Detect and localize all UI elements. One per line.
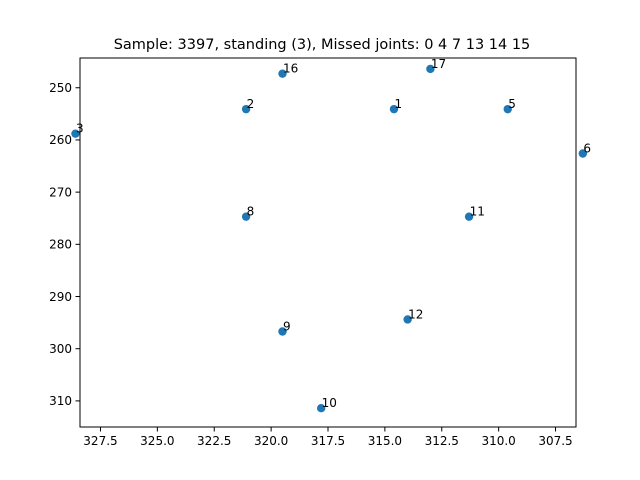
point-label-16: 16 (283, 62, 298, 76)
data-point-3 (71, 129, 80, 138)
y-tick-label: 310 (49, 394, 72, 408)
point-label-17: 17 (431, 57, 446, 71)
y-tick-label: 260 (49, 133, 72, 147)
x-tick-label: 307.5 (538, 434, 572, 448)
point-label-1: 1 (394, 97, 402, 111)
chart-title: Sample: 3397, standing (3), Missed joint… (114, 37, 531, 53)
data-point-11 (464, 212, 474, 221)
x-tick-label: 325.0 (140, 434, 174, 448)
data-point-17 (426, 64, 435, 74)
y-tick-label: 270 (49, 185, 72, 199)
x-tick-label: 315.0 (368, 434, 402, 448)
point-label-2: 2 (247, 97, 255, 111)
x-tick-label: 320.0 (254, 434, 288, 448)
y-tick-label: 250 (49, 81, 72, 95)
data-point-5 (503, 104, 512, 114)
point-label-10: 10 (322, 396, 337, 410)
y-axis: 250 260 270 280 290 300 310 (49, 81, 80, 408)
data-point-6 (578, 149, 588, 158)
data-point-12 (403, 315, 412, 324)
x-tick-label: 322.5 (197, 434, 231, 448)
point-label-12: 12 (408, 307, 423, 321)
plot-frame (79, 57, 577, 428)
x-axis: 327.5 325.0 322.5 320.0 317.5 315.0 312.5 310.0… (83, 427, 573, 448)
data-point-1 (389, 104, 399, 114)
data-point-8 (241, 212, 251, 221)
x-tick-label: 317.5 (311, 434, 345, 448)
data-point-16 (278, 69, 287, 78)
x-tick-label: 310.0 (481, 434, 515, 448)
y-tick-label: 280 (49, 238, 72, 252)
x-tick-label: 312.5 (425, 434, 459, 448)
data-point-10 (316, 404, 326, 413)
point-label-9: 9 (283, 319, 291, 333)
point-label-6: 6 (583, 142, 591, 156)
point-label-11: 11 (470, 205, 485, 219)
y-tick-label: 290 (49, 290, 72, 304)
data-point-2 (241, 104, 251, 114)
point-label-8: 8 (247, 205, 255, 219)
data-point-9 (278, 327, 287, 336)
y-tick-label: 300 (49, 342, 72, 356)
point-label-5: 5 (508, 97, 516, 111)
x-tick-label: 327.5 (83, 434, 117, 448)
